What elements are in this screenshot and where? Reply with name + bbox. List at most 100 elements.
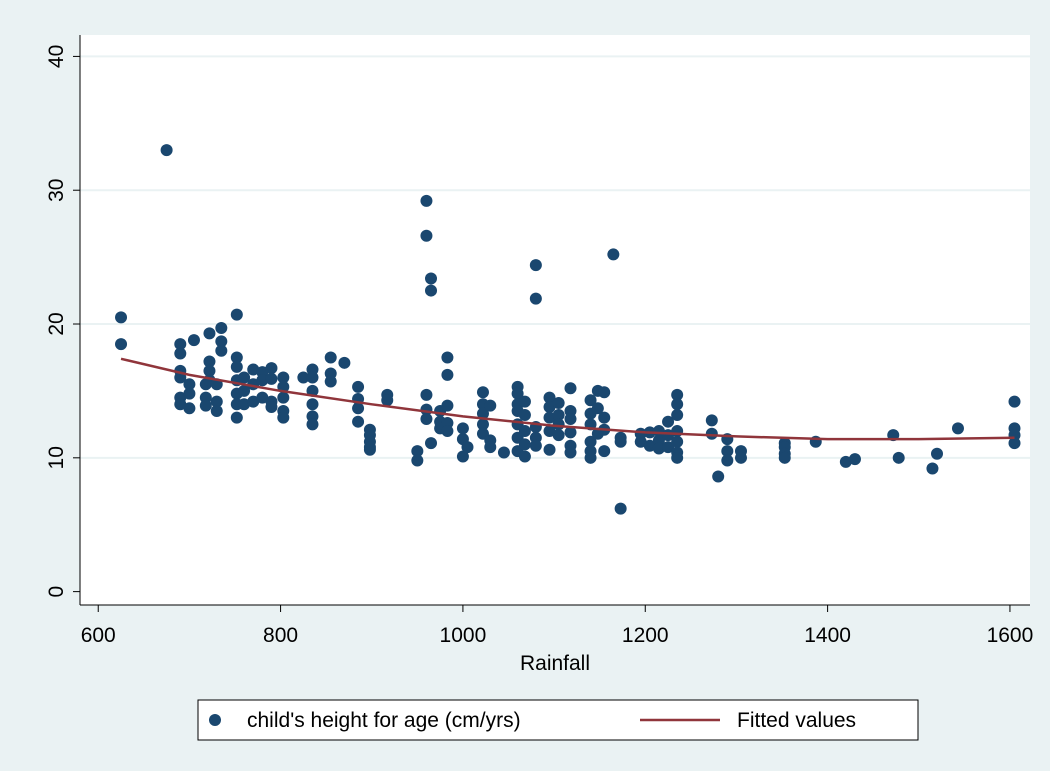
point (456, 422, 469, 435)
point (564, 413, 577, 426)
point (230, 351, 243, 364)
point (174, 338, 187, 351)
point (215, 335, 228, 348)
point (476, 418, 489, 431)
marks (115, 144, 1021, 515)
point (721, 454, 734, 467)
point (518, 395, 531, 408)
point (564, 382, 577, 395)
x-tick-label: 1600 (987, 624, 1034, 647)
point (705, 414, 718, 427)
y-tick-label: 30 (45, 179, 68, 202)
point (456, 450, 469, 463)
point (210, 395, 223, 408)
point (634, 435, 647, 448)
point (215, 322, 228, 335)
point (265, 372, 278, 385)
point (951, 422, 964, 435)
point (230, 411, 243, 424)
point (518, 450, 531, 463)
point (839, 455, 852, 468)
point (265, 362, 278, 375)
x-tick-label: 1000 (440, 624, 487, 647)
point (363, 443, 376, 456)
point (441, 368, 454, 381)
point (931, 447, 944, 460)
x-tick-label: 800 (263, 624, 298, 647)
point (183, 378, 196, 391)
legend (197, 699, 919, 741)
point (584, 435, 597, 448)
x-tick-label: 600 (81, 624, 116, 647)
point (352, 402, 365, 415)
point (306, 398, 319, 411)
point (174, 398, 187, 411)
point (230, 308, 243, 321)
point (652, 442, 665, 455)
point (306, 371, 319, 384)
point (543, 411, 556, 424)
y-tick-label: 10 (45, 446, 68, 469)
point (256, 374, 269, 387)
point (352, 380, 365, 393)
point (712, 470, 725, 483)
point (247, 395, 260, 408)
point (183, 387, 196, 400)
point (203, 327, 216, 340)
point (230, 360, 243, 373)
legend-label: child's height for age (cm/yrs) (247, 709, 521, 732)
point (203, 355, 216, 368)
legend-label: Fitted values (737, 709, 856, 732)
point (518, 425, 531, 438)
y-tick-label: 40 (45, 45, 68, 68)
point (543, 400, 556, 413)
x-tick-label: 1200 (622, 624, 669, 647)
point (441, 399, 454, 412)
point (497, 446, 510, 459)
point (671, 398, 684, 411)
point (671, 451, 684, 464)
point (425, 437, 438, 450)
point (324, 375, 337, 388)
point (215, 344, 228, 357)
legend-items: child's height for age (cm/yrs) Fitted va… (209, 709, 856, 732)
point (598, 386, 611, 399)
point (277, 411, 290, 424)
point (529, 439, 542, 452)
plot-area (80, 35, 1030, 605)
y-tick-label: 0 (45, 586, 68, 598)
point (511, 387, 524, 400)
y-tick-label: 20 (45, 312, 68, 335)
grid (80, 55, 1030, 459)
point (210, 404, 223, 417)
point (203, 364, 216, 377)
point (543, 425, 556, 438)
point (584, 451, 597, 464)
point (461, 441, 474, 454)
point (705, 427, 718, 440)
point (425, 284, 438, 297)
point (441, 351, 454, 364)
point (411, 445, 424, 458)
point (420, 229, 433, 242)
point (324, 351, 337, 364)
point (238, 398, 251, 411)
point (598, 411, 611, 424)
point (529, 292, 542, 305)
point (552, 396, 565, 409)
x-axis-title: Rainfall (520, 652, 590, 675)
point (734, 451, 747, 464)
point (352, 415, 365, 428)
point (277, 371, 290, 384)
point (338, 356, 351, 369)
point (564, 426, 577, 439)
point (552, 409, 565, 421)
point (1008, 395, 1021, 408)
point (529, 259, 542, 272)
point (183, 402, 196, 415)
point (518, 438, 531, 451)
point (598, 445, 611, 458)
point (614, 435, 627, 448)
point (671, 435, 684, 448)
x-tick-label: 1400 (804, 624, 851, 647)
